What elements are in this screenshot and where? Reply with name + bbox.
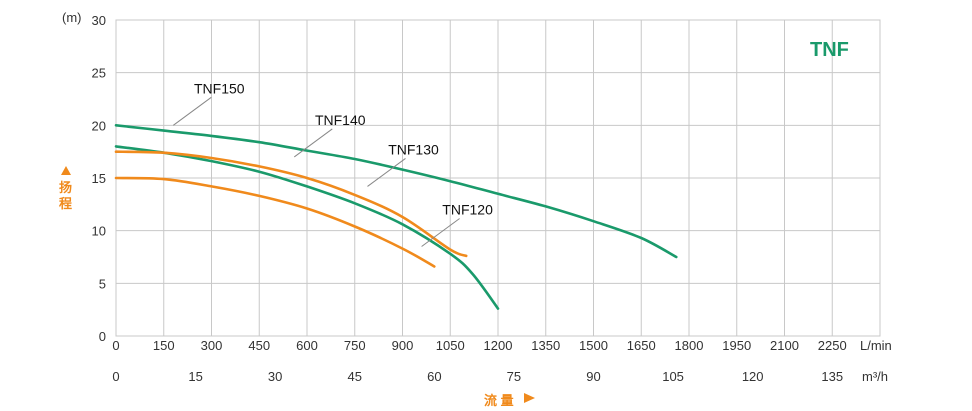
- x-tick-label-m3h: 45: [348, 369, 362, 384]
- series-line-tnf130: [114, 150, 468, 258]
- x-tick-label-lmin: 900: [392, 338, 414, 353]
- y-axis-title-char-2: 程: [59, 196, 72, 211]
- series-leader-line: [421, 218, 460, 247]
- y-tick-label: 25: [92, 66, 106, 81]
- y-tick-label: 10: [92, 224, 106, 239]
- x-tick-label-lmin: 1050: [436, 338, 465, 353]
- x-tick-label-lmin: 1650: [627, 338, 656, 353]
- x-unit-m3h: m³/h: [862, 369, 888, 384]
- series-label-tnf120: TNF120: [442, 201, 493, 217]
- x-tick-label-lmin: 1500: [579, 338, 608, 353]
- x-tick-label-lmin: 750: [344, 338, 366, 353]
- x-tick-label-lmin: 150: [153, 338, 175, 353]
- model-badge: TNF: [810, 39, 849, 61]
- series-leader-line: [293, 128, 333, 158]
- x-tick-label-lmin: 1800: [675, 338, 704, 353]
- x-tick-label-lmin: 1950: [722, 338, 751, 353]
- x-unit-lmin: L/min: [860, 338, 892, 353]
- x-tick-label-m3h: 75: [507, 369, 521, 384]
- x-tick-label-m3h: 60: [427, 369, 441, 384]
- series-leader-line: [173, 96, 212, 126]
- x-tick-label-lmin: 2100: [770, 338, 799, 353]
- x-tick-label-m3h: 135: [821, 369, 843, 384]
- series-line-tnf150: [114, 124, 678, 259]
- x-tick-label-m3h: 120: [742, 369, 764, 384]
- y-tick-label: 15: [92, 171, 106, 186]
- y-axis-arrow-icon: [61, 166, 71, 175]
- x-tick-label-lmin: 1350: [531, 338, 560, 353]
- x-tick-label-m3h: 0: [112, 369, 119, 384]
- series-layer: TNF150 TNF140 TNF130 TNF120: [114, 80, 678, 310]
- y-axis-title-char-1: 扬: [59, 180, 72, 195]
- series-line-tnf120: [114, 176, 436, 268]
- x-tick-label-m3h: 90: [586, 369, 600, 384]
- y-tick-label: 5: [99, 276, 106, 291]
- x-axis-arrow-icon: [524, 393, 535, 403]
- x-axis-title: 流 量: [484, 393, 514, 408]
- x-tick-label-lmin: 2250: [818, 338, 847, 353]
- x-tick-label-lmin: 0: [112, 338, 119, 353]
- y-tick-label: 30: [92, 13, 106, 28]
- y-tick-label: 0: [99, 329, 106, 344]
- series-label-tnf140: TNF140: [315, 112, 366, 128]
- x-tick-label-lmin: 600: [296, 338, 318, 353]
- y-tick-label: 20: [92, 118, 106, 133]
- series-leader-line: [367, 158, 406, 187]
- x-tick-label-lmin: 300: [201, 338, 223, 353]
- x-tick-label-m3h: 15: [188, 369, 202, 384]
- x-tick-label-m3h: 105: [662, 369, 684, 384]
- y-unit-label: (m): [62, 10, 82, 25]
- series-label-tnf150: TNF150: [194, 80, 245, 96]
- series-line-tnf140: [114, 145, 500, 310]
- x-tick-label-lmin: 1200: [484, 338, 513, 353]
- x-tick-label-lmin: 450: [248, 338, 270, 353]
- series-label-tnf130: TNF130: [388, 141, 439, 157]
- grid: [115, 19, 881, 337]
- x-tick-label-m3h: 30: [268, 369, 282, 384]
